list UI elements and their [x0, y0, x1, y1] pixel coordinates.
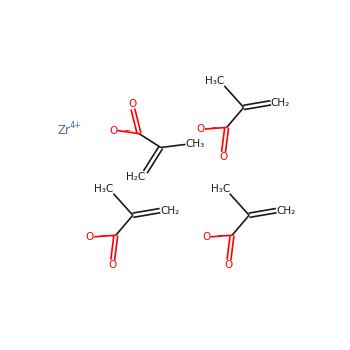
Text: H₃C: H₃C — [210, 184, 230, 194]
Text: CH₂: CH₂ — [276, 206, 295, 216]
Text: −: − — [216, 231, 223, 240]
Text: O: O — [108, 260, 117, 270]
Text: O: O — [225, 260, 233, 270]
Text: O: O — [129, 99, 137, 109]
Text: H₃C: H₃C — [94, 184, 113, 194]
Text: CH₃: CH₃ — [186, 139, 205, 149]
Text: H₃C: H₃C — [205, 76, 224, 86]
Text: 4+: 4+ — [70, 121, 82, 131]
Text: −: − — [210, 124, 217, 133]
Text: O: O — [202, 232, 210, 242]
Text: O: O — [219, 152, 228, 162]
Text: −: − — [99, 231, 106, 240]
Text: −: − — [123, 126, 130, 135]
Text: O: O — [86, 232, 94, 242]
Text: Zr: Zr — [58, 124, 71, 137]
Text: CH₂: CH₂ — [271, 98, 290, 108]
Text: H₂C: H₂C — [126, 172, 145, 182]
Text: O: O — [109, 126, 117, 135]
Text: O: O — [197, 124, 205, 134]
Text: CH₂: CH₂ — [160, 206, 179, 216]
